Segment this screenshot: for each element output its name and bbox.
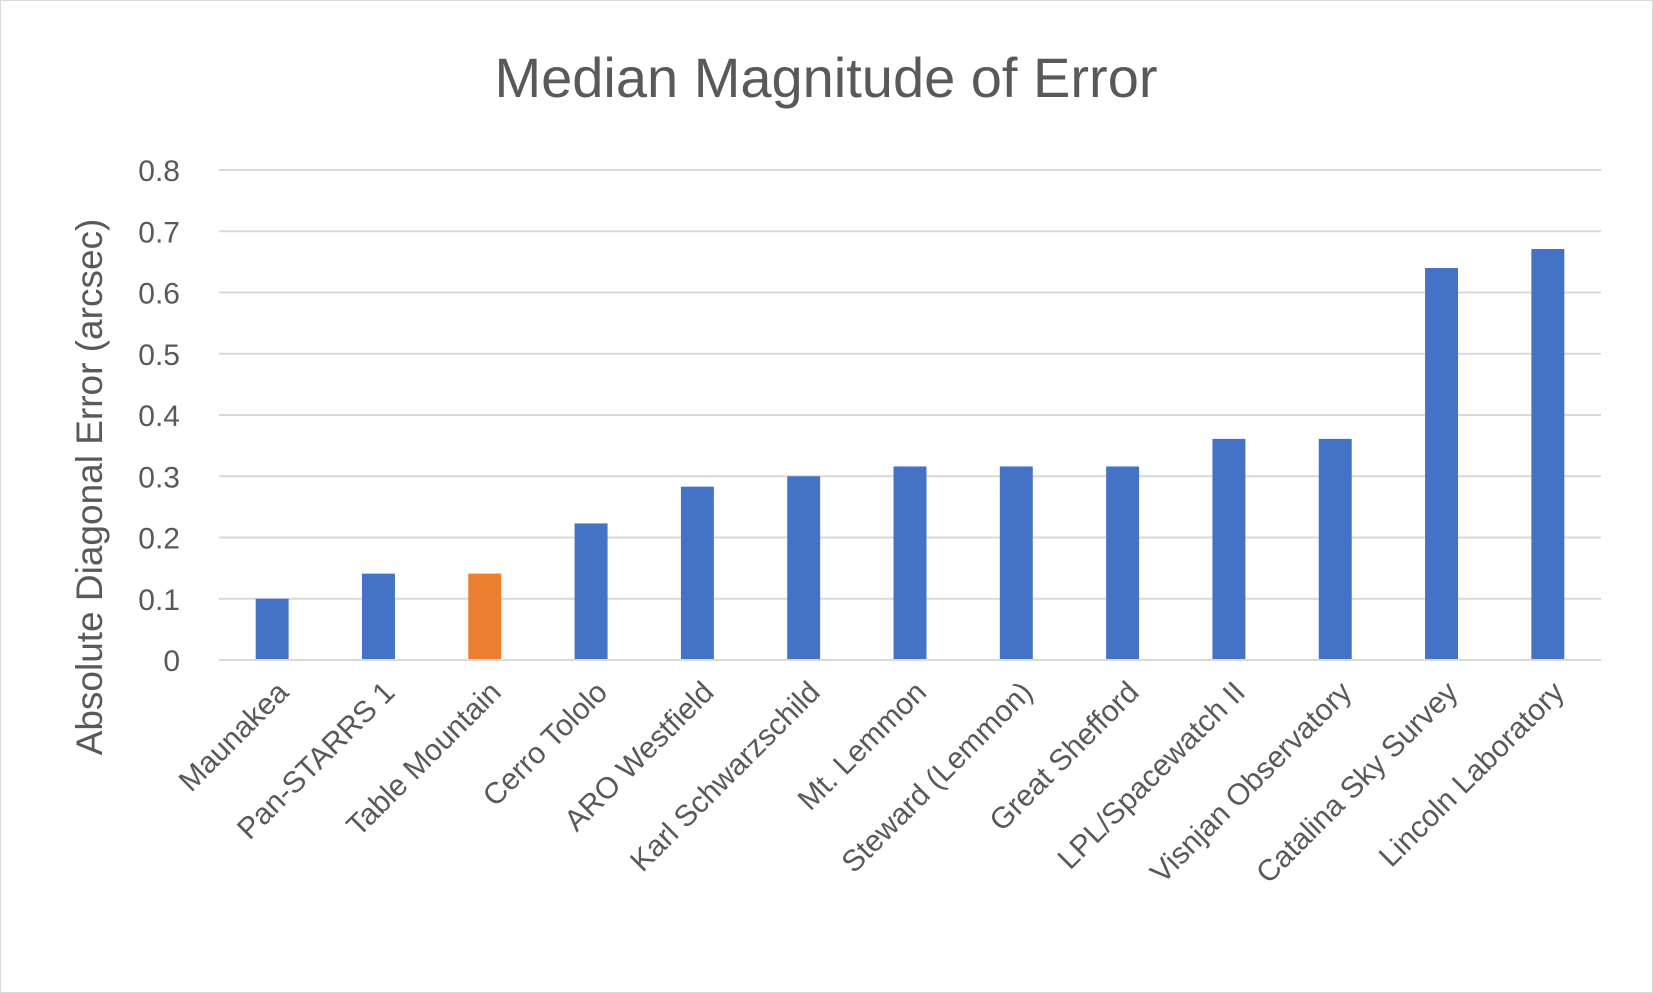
- x-tick-label: Visnjan Observatory: [1144, 676, 1358, 890]
- bar: [680, 486, 714, 660]
- y-tick-label: 0.2: [138, 523, 180, 556]
- bar: [361, 573, 395, 660]
- x-tick-label: LPL/Spacewatch II: [1052, 676, 1252, 876]
- chart-title: Median Magnitude of Error: [494, 46, 1157, 109]
- bar: [1425, 268, 1459, 660]
- y-tick-label: 0.4: [138, 400, 180, 433]
- bar: [255, 598, 289, 660]
- bar: [468, 573, 502, 660]
- bar: [574, 523, 608, 660]
- y-tick-label: 0.1: [138, 584, 180, 617]
- y-tick-label: 0: [163, 645, 180, 678]
- y-tick-label: 0.6: [138, 278, 180, 311]
- bar: [893, 466, 927, 660]
- bar: [999, 466, 1033, 660]
- x-tick-label: Steward (Lemmon): [836, 676, 1040, 880]
- bar: [1531, 249, 1565, 660]
- bar: [1212, 438, 1246, 660]
- y-tick-label: 0.7: [138, 216, 180, 249]
- bar: [1318, 438, 1352, 660]
- bars: [255, 249, 1565, 660]
- y-axis-title: Absolute Diagonal Error (arcsec): [69, 219, 110, 756]
- y-tick-label: 0.8: [138, 155, 180, 188]
- x-tick-label: Lincoln Laboratory: [1373, 676, 1571, 874]
- x-tick-label: Catalina Sky Survey: [1250, 676, 1464, 890]
- bar: [1106, 466, 1140, 660]
- x-tick-label: Karl Schwarzschild: [624, 676, 827, 879]
- y-tick-label: 0.5: [138, 339, 180, 372]
- gridlines: [219, 169, 1601, 600]
- bar: [787, 476, 821, 660]
- y-tick-label: 0.3: [138, 461, 180, 494]
- y-axis-ticks: 0 0.1 0.2 0.3 0.4 0.5 0.6 0.7 0.8: [138, 155, 180, 678]
